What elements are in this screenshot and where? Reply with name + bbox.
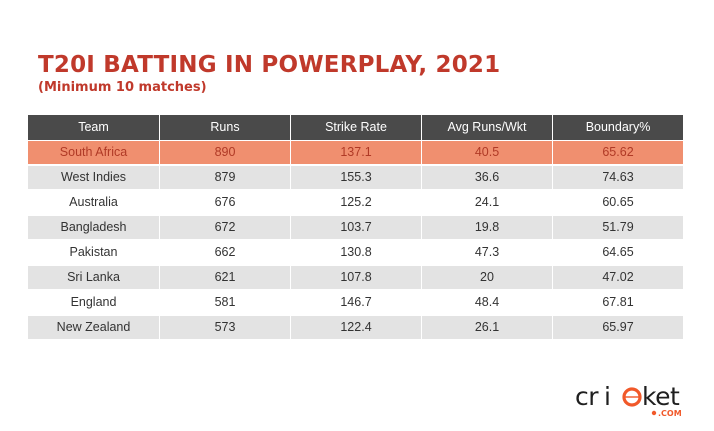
cell-boundary-pct: 64.65 bbox=[552, 241, 683, 264]
cell-team: New Zealand bbox=[28, 316, 159, 339]
cell-team: Australia bbox=[28, 191, 159, 214]
logo-ball-icon bbox=[622, 387, 642, 407]
cell-strike-rate: 103.7 bbox=[290, 216, 421, 239]
header-boundary-pct: Boundary% bbox=[552, 115, 683, 140]
cell-strike-rate: 130.8 bbox=[290, 241, 421, 264]
table-header-row: Team Runs Strike Rate Avg Runs/Wkt Bound… bbox=[28, 115, 683, 140]
cell-boundary-pct: 67.81 bbox=[552, 291, 683, 314]
cell-strike-rate: 122.4 bbox=[290, 316, 421, 339]
svg-text:i: i bbox=[604, 382, 611, 411]
chart-subtitle: (Minimum 10 matches) bbox=[38, 80, 207, 95]
table-row: New Zealand 573 122.4 26.1 65.97 bbox=[28, 315, 683, 340]
header-runs: Runs bbox=[159, 115, 290, 140]
cell-team: West Indies bbox=[28, 166, 159, 189]
table-body: South Africa 890 137.1 40.5 65.62 West Indies… bbox=[28, 140, 683, 340]
cell-team: Pakistan bbox=[28, 241, 159, 264]
cell-avg-runs-wkt: 24.1 bbox=[421, 191, 552, 214]
cell-boundary-pct: 51.79 bbox=[552, 216, 683, 239]
cell-team: Bangladesh bbox=[28, 216, 159, 239]
cell-strike-rate: 125.2 bbox=[290, 191, 421, 214]
header-avg-runs-wkt: Avg Runs/Wkt bbox=[421, 115, 552, 140]
table-row: Bangladesh 672 103.7 19.8 51.79 bbox=[28, 215, 683, 240]
cell-runs: 879 bbox=[159, 166, 290, 189]
logo-suffix: .COM bbox=[658, 409, 682, 418]
table-row: West Indies 879 155.3 36.6 74.63 bbox=[28, 165, 683, 190]
cell-runs: 890 bbox=[159, 141, 290, 164]
table-row: Australia 676 125.2 24.1 60.65 bbox=[28, 190, 683, 215]
cell-boundary-pct: 60.65 bbox=[552, 191, 683, 214]
cell-boundary-pct: 47.02 bbox=[552, 266, 683, 289]
cell-avg-runs-wkt: 36.6 bbox=[421, 166, 552, 189]
cell-boundary-pct: 74.63 bbox=[552, 166, 683, 189]
cricket-com-logo: cr i ket .COM bbox=[575, 382, 682, 418]
cell-runs: 621 bbox=[159, 266, 290, 289]
chart-title: T20I BATTING IN POWERPLAY, 2021 bbox=[38, 52, 501, 78]
cell-avg-runs-wkt: 40.5 bbox=[421, 141, 552, 164]
stats-table: Team Runs Strike Rate Avg Runs/Wkt Bound… bbox=[28, 115, 683, 340]
cell-boundary-pct: 65.97 bbox=[552, 316, 683, 339]
cell-runs: 676 bbox=[159, 191, 290, 214]
cell-runs: 662 bbox=[159, 241, 290, 264]
header-team: Team bbox=[28, 115, 159, 140]
cell-team: England bbox=[28, 291, 159, 314]
svg-text:ket: ket bbox=[642, 382, 680, 411]
cell-avg-runs-wkt: 47.3 bbox=[421, 241, 552, 264]
cell-strike-rate: 155.3 bbox=[290, 166, 421, 189]
cell-avg-runs-wkt: 19.8 bbox=[421, 216, 552, 239]
cell-strike-rate: 137.1 bbox=[290, 141, 421, 164]
table-row: Sri Lanka 621 107.8 20 47.02 bbox=[28, 265, 683, 290]
cell-team: South Africa bbox=[28, 141, 159, 164]
logo-wordmark: cr bbox=[575, 382, 599, 411]
cell-avg-runs-wkt: 26.1 bbox=[421, 316, 552, 339]
cell-boundary-pct: 65.62 bbox=[552, 141, 683, 164]
cell-runs: 581 bbox=[159, 291, 290, 314]
cell-avg-runs-wkt: 48.4 bbox=[421, 291, 552, 314]
table-row: Pakistan 662 130.8 47.3 64.65 bbox=[28, 240, 683, 265]
header-strike-rate: Strike Rate bbox=[290, 115, 421, 140]
cell-avg-runs-wkt: 20 bbox=[421, 266, 552, 289]
cell-strike-rate: 146.7 bbox=[290, 291, 421, 314]
cell-runs: 573 bbox=[159, 316, 290, 339]
cell-runs: 672 bbox=[159, 216, 290, 239]
table-row: South Africa 890 137.1 40.5 65.62 bbox=[28, 140, 683, 165]
cell-team: Sri Lanka bbox=[28, 266, 159, 289]
cell-strike-rate: 107.8 bbox=[290, 266, 421, 289]
table-row: England 581 146.7 48.4 67.81 bbox=[28, 290, 683, 315]
